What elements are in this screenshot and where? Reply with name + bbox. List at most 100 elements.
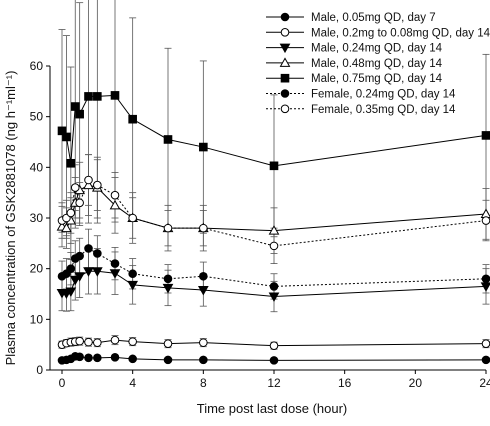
x-tick-label: 8 — [200, 376, 207, 390]
data-point-series-7 — [269, 241, 279, 251]
data-point-series-5 — [199, 142, 208, 152]
legend-label-7: Female, 0.35mg QD, day 14 — [311, 104, 456, 116]
data-point-series-7 — [128, 213, 137, 223]
data-point-series-3 — [74, 272, 86, 282]
data-point-series-5 — [62, 132, 71, 142]
legend-label-5: Male, 0.75mg QD, day 14 — [311, 73, 443, 85]
data-point-series-1 — [84, 353, 93, 363]
data-point-series-3 — [109, 269, 121, 279]
x-tick-label: 12 — [267, 376, 281, 390]
data-point-series-7 — [110, 190, 120, 200]
data-point-series-2 — [75, 336, 84, 346]
legend-label-3: Male, 0.24mg QD, day 14 — [311, 43, 443, 55]
data-point-series-5 — [57, 126, 67, 136]
data-point-series-6 — [110, 259, 120, 268]
legend-marker-3 — [279, 43, 291, 54]
data-point-series-3 — [65, 287, 77, 297]
data-point-series-6 — [84, 244, 93, 253]
data-point-series-1 — [199, 355, 208, 365]
y-tick-label: 60 — [30, 59, 44, 73]
data-point-series-7 — [163, 223, 173, 233]
legend-marker-6 — [280, 89, 290, 98]
data-point-series-3 — [268, 292, 280, 303]
data-point-series-7 — [93, 180, 102, 190]
ticks-layer: 0 10 20 30 40 50 60 0 4 8 12 16 20 24 — [30, 59, 490, 390]
legend-label-4: Male, 0.48mg QD, day 14 — [311, 58, 443, 70]
data-point-series-4 — [268, 225, 280, 235]
data-point-series-2 — [163, 339, 173, 348]
data-point-series-5 — [128, 114, 137, 124]
data-point-series-2 — [93, 338, 102, 347]
data-point-series-1 — [269, 356, 279, 365]
data-point-series-6 — [75, 251, 84, 261]
data-point-series-1 — [93, 353, 102, 363]
data-point-series-7 — [70, 183, 80, 192]
data-point-series-6 — [93, 249, 102, 258]
data-point-series-2 — [128, 337, 137, 346]
data-point-series-5 — [75, 109, 84, 119]
data-point-series-7 — [199, 223, 208, 233]
y-tick-label: 50 — [30, 110, 44, 124]
data-point-series-5 — [269, 161, 279, 171]
data-point-series-5 — [70, 102, 80, 111]
y-tick-label: 20 — [30, 262, 44, 276]
data-point-series-6 — [481, 274, 490, 284]
data-point-series-3 — [197, 285, 209, 296]
data-point-series-5 — [66, 158, 76, 168]
data-point-series-1 — [128, 354, 137, 364]
data-point-series-6 — [128, 269, 137, 279]
legend-label-1: Male, 0.05mg QD, day 7 — [311, 12, 436, 24]
legend-marker-7 — [280, 104, 290, 114]
legend-marker-1 — [280, 12, 290, 22]
data-point-series-1 — [75, 352, 84, 362]
legend-label-2: Male, 0.2mg to 0.08mg QD, day 14 — [311, 27, 490, 39]
x-tick-label: 4 — [129, 376, 136, 390]
y-tick-label: 30 — [30, 211, 44, 225]
x-tick-label: 0 — [59, 376, 66, 390]
data-point-series-6 — [199, 271, 208, 281]
data-point-series-5 — [84, 92, 93, 101]
legend: Male, 0.05mg QD, day 7 Male, 0.2mg to 0.0… — [266, 12, 490, 116]
data-point-series-2 — [269, 341, 279, 350]
x-tick-label: 16 — [338, 376, 352, 390]
y-tick-label: 0 — [36, 363, 43, 377]
y-axis-title: Plasma concentration of GSK2881078 (ng h… — [3, 71, 18, 366]
data-point-series-2 — [84, 337, 93, 347]
data-point-series-6 — [66, 264, 76, 273]
data-point-series-2 — [481, 339, 490, 348]
data-point-series-6 — [163, 274, 173, 284]
data-point-series-4 — [83, 179, 94, 190]
legend-label-6: Female, 0.24mg QD, day 14 — [311, 89, 456, 101]
data-point-series-7 — [75, 198, 84, 208]
data-point-series-7 — [481, 216, 490, 225]
data-point-series-3 — [127, 280, 139, 291]
data-point-series-5 — [481, 131, 490, 140]
data-point-series-1 — [163, 355, 173, 365]
data-point-series-6 — [269, 282, 279, 291]
data-point-series-1 — [481, 355, 490, 365]
data-point-series-1 — [110, 353, 120, 362]
x-axis-title: Time post last dose (hour) — [197, 401, 348, 416]
data-point-series-5 — [93, 92, 102, 101]
x-tick-label: 24 — [479, 376, 490, 390]
y-tick-label: 10 — [30, 312, 44, 326]
data-point-series-5 — [163, 135, 173, 144]
y-tick-label: 40 — [30, 160, 44, 174]
legend-marker-2 — [280, 28, 290, 37]
data-point-series-7 — [84, 175, 93, 185]
data-markers-layer — [56, 91, 490, 365]
data-point-series-3 — [83, 267, 94, 277]
data-point-series-4 — [61, 222, 72, 233]
legend-marker-4 — [279, 57, 291, 67]
data-point-series-2 — [199, 338, 208, 347]
x-tick-label: 20 — [409, 376, 423, 390]
data-point-series-4 — [109, 199, 121, 210]
legend-marker-5 — [280, 73, 290, 83]
data-point-series-3 — [69, 275, 81, 286]
data-point-series-7 — [66, 208, 76, 218]
data-point-series-2 — [110, 335, 120, 345]
data-point-series-3 — [162, 283, 174, 294]
data-point-series-3 — [91, 267, 103, 277]
data-point-series-5 — [110, 91, 120, 100]
